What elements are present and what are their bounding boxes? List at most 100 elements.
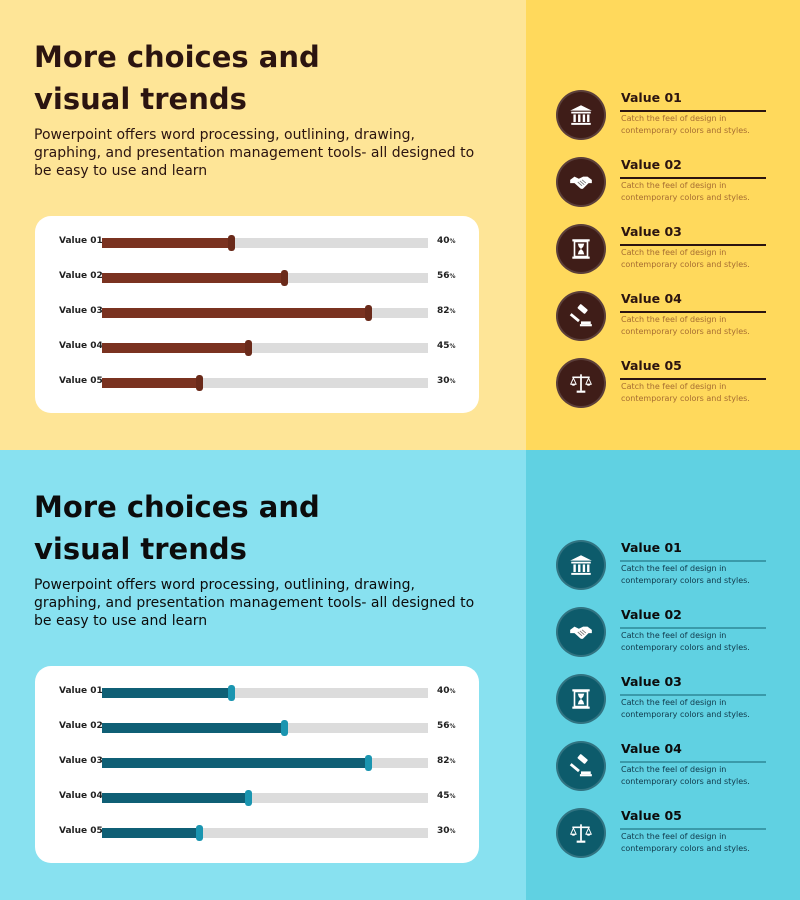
value-item-title: Value 01 — [621, 540, 682, 555]
progress-fill — [102, 723, 285, 733]
progress-label: Value 05 — [59, 826, 103, 836]
percent-sign: % — [449, 828, 456, 835]
progress-label: Value 05 — [59, 376, 103, 386]
progress-fill — [102, 688, 233, 698]
progress-value: 82 — [437, 756, 450, 766]
progress-percent: 40% — [437, 686, 467, 696]
progress-percent: 45% — [437, 341, 467, 351]
progress-row: Value 03 82% — [35, 753, 479, 773]
progress-percent: 30% — [437, 376, 467, 386]
progress-row: Value 05 30% — [35, 823, 479, 843]
progress-track — [102, 825, 428, 841]
progress-knob — [365, 305, 373, 321]
progress-track — [102, 375, 428, 391]
progress-value: 56 — [437, 721, 450, 731]
percent-sign: % — [449, 758, 456, 765]
value-item-text: Catch the feel of design in contemporary… — [621, 181, 750, 202]
percent-sign: % — [449, 238, 456, 245]
value-item-text: Catch the feel of design in contemporary… — [621, 564, 750, 585]
value-item-divider — [620, 560, 766, 562]
progress-percent: 82% — [437, 306, 467, 316]
progress-percent: 30% — [437, 826, 467, 836]
progress-label: Value 03 — [59, 306, 103, 316]
progress-value: 56 — [437, 271, 450, 281]
value-item-divider — [620, 828, 766, 830]
bank-icon — [556, 540, 606, 590]
value-item-title: Value 04 — [621, 291, 682, 306]
progress-knob — [244, 790, 252, 806]
progress-card: Value 01 40% Value 02 56% Value 03 82% Value 0… — [35, 216, 479, 413]
progress-knob — [365, 755, 373, 771]
value-item-text: Catch the feel of design in contemporary… — [621, 832, 750, 853]
progress-row: Value 03 82% — [35, 303, 479, 323]
handshake-icon — [556, 157, 606, 207]
value-item-title: Value 03 — [621, 674, 682, 689]
progress-percent: 56% — [437, 721, 467, 731]
progress-value: 40 — [437, 236, 450, 246]
progress-fill — [102, 828, 200, 838]
progress-value: 45 — [437, 791, 450, 801]
bank-icon — [556, 90, 606, 140]
percent-sign: % — [449, 378, 456, 385]
value-item-divider — [620, 627, 766, 629]
progress-row: Value 01 40% — [35, 233, 479, 253]
value-item-divider — [620, 694, 766, 696]
progress-percent: 56% — [437, 271, 467, 281]
value-item: Value 01 Catch the feel of design in cont… — [556, 540, 796, 600]
progress-label: Value 01 — [59, 236, 103, 246]
progress-percent: 82% — [437, 756, 467, 766]
value-item-text: Catch the feel of design in contemporary… — [621, 698, 750, 719]
progress-knob — [228, 235, 236, 251]
progress-row: Value 01 40% — [35, 683, 479, 703]
progress-value: 40 — [437, 686, 450, 696]
value-item: Value 03 Catch the feel of design in cont… — [556, 674, 796, 734]
percent-sign: % — [449, 723, 456, 730]
progress-fill — [102, 238, 233, 248]
value-item-divider — [620, 110, 766, 112]
document-icon — [556, 224, 606, 274]
progress-label: Value 04 — [59, 341, 103, 351]
percent-sign: % — [449, 793, 456, 800]
progress-knob — [228, 685, 236, 701]
gavel-icon — [556, 741, 606, 791]
progress-value: 30 — [437, 826, 450, 836]
percent-sign: % — [449, 688, 456, 695]
progress-fill — [102, 273, 285, 283]
progress-row: Value 04 45% — [35, 338, 479, 358]
value-item-title: Value 05 — [621, 808, 682, 823]
progress-row: Value 02 56% — [35, 268, 479, 288]
progress-track — [102, 235, 428, 251]
slide-description: Powerpoint offers word processing, outli… — [34, 127, 475, 179]
slide-title: More choices and visual trends — [34, 40, 320, 116]
value-item: Value 01 Catch the feel of design in cont… — [556, 90, 796, 150]
progress-knob — [280, 270, 288, 286]
progress-track — [102, 305, 428, 321]
progress-track — [102, 790, 428, 806]
progress-track — [102, 720, 428, 736]
slide-title: More choices and visual trends — [34, 490, 320, 566]
progress-knob — [244, 340, 252, 356]
value-item-title: Value 05 — [621, 358, 682, 373]
value-item-title: Value 02 — [621, 607, 682, 622]
value-item-text: Catch the feel of design in contemporary… — [621, 114, 750, 135]
value-item-divider — [620, 311, 766, 313]
scales-icon — [556, 808, 606, 858]
value-item-divider — [620, 244, 766, 246]
progress-fill — [102, 308, 370, 318]
progress-value: 82 — [437, 306, 450, 316]
progress-label: Value 02 — [59, 271, 103, 281]
progress-percent: 40% — [437, 236, 467, 246]
slide: More choices and visual trends Powerpoint… — [0, 0, 800, 450]
progress-label: Value 04 — [59, 791, 103, 801]
value-item: Value 02 Catch the feel of design in cont… — [556, 607, 796, 667]
value-item-text: Catch the feel of design in contemporary… — [621, 315, 750, 336]
value-item: Value 03 Catch the feel of design in cont… — [556, 224, 796, 284]
percent-sign: % — [449, 273, 456, 280]
value-item-title: Value 04 — [621, 741, 682, 756]
progress-row: Value 04 45% — [35, 788, 479, 808]
progress-track — [102, 755, 428, 771]
progress-row: Value 02 56% — [35, 718, 479, 738]
progress-card: Value 01 40% Value 02 56% Value 03 82% Value 0… — [35, 666, 479, 863]
progress-fill — [102, 378, 200, 388]
